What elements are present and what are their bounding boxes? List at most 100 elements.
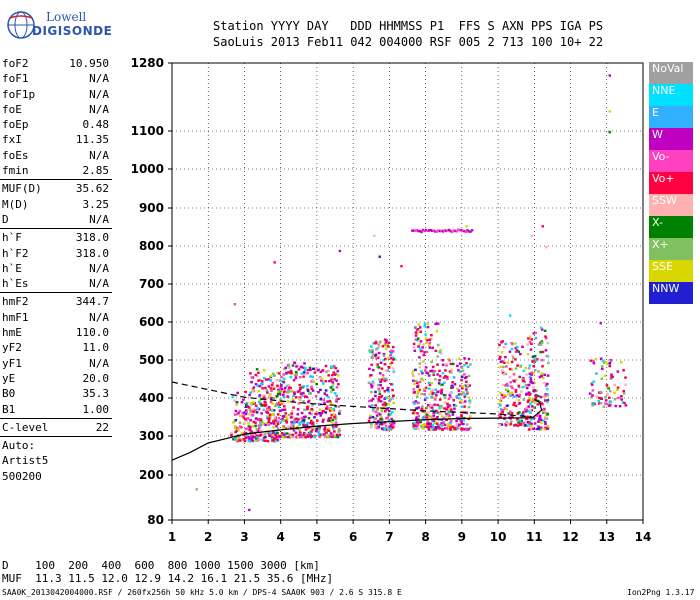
echo-point [427, 381, 431, 385]
echo-point [544, 349, 548, 352]
echo-point [299, 386, 302, 390]
echo-point [416, 337, 420, 340]
echo-point [442, 376, 446, 379]
echo-point [323, 428, 326, 431]
echo-point [463, 400, 467, 403]
echo-point [332, 422, 335, 425]
echo-point [392, 423, 396, 426]
echo-point [376, 426, 379, 430]
echo-point [412, 342, 416, 346]
echo-point [463, 364, 466, 367]
echo-point [440, 422, 443, 425]
echo-point [389, 349, 393, 353]
echo-point [437, 382, 441, 385]
echo-point [546, 425, 550, 428]
echo-point [449, 395, 452, 399]
echo-point [289, 416, 293, 419]
echo-point [506, 388, 509, 391]
echo-point [441, 359, 444, 362]
echo-point [417, 426, 420, 430]
echo-point [450, 368, 454, 371]
echo-point [324, 411, 328, 414]
legend-item: X+ [649, 238, 693, 260]
echo-point [369, 383, 373, 386]
echo-point [616, 388, 619, 391]
echo-point [272, 422, 276, 425]
echo-point [379, 396, 382, 399]
echo-point [500, 423, 504, 426]
echo-point [195, 488, 198, 491]
echo-point [467, 396, 471, 399]
echo-point [614, 404, 618, 408]
echo-point [441, 230, 445, 233]
echo-point [420, 408, 424, 411]
echo-point [310, 426, 314, 429]
echo-point [545, 246, 548, 249]
param-value: N/A [89, 277, 109, 291]
echo-point [258, 385, 262, 388]
echo-point [469, 363, 472, 366]
echo-point [539, 341, 542, 345]
echo-point [515, 378, 518, 382]
echo-point [298, 389, 301, 393]
echo-point [329, 416, 333, 420]
echo-point [498, 399, 502, 403]
echo-point [506, 421, 509, 425]
echo-point [598, 402, 601, 405]
echo-point [425, 425, 429, 428]
echo-point [372, 342, 375, 345]
echo-point [296, 435, 300, 439]
echo-point [242, 411, 246, 415]
echo-point [416, 328, 420, 331]
echo-point [517, 386, 521, 389]
echo-point [539, 418, 543, 421]
echo-point [452, 376, 456, 379]
echo-point [430, 334, 433, 337]
echo-point [415, 416, 418, 419]
echo-point [432, 419, 436, 422]
param-row: foEs N/A [0, 148, 112, 163]
echo-point [336, 435, 340, 439]
echo-point [376, 365, 379, 369]
echo-point [248, 436, 252, 440]
echo-point [255, 428, 259, 431]
echo-point [326, 435, 330, 438]
x-tick-label: 14 [635, 530, 652, 544]
legend-item: W [649, 128, 693, 150]
echo-point [506, 361, 510, 364]
echo-point [416, 332, 419, 335]
echo-point [312, 367, 315, 370]
echo-point [383, 343, 387, 346]
echo-point [617, 396, 620, 400]
echo-point [412, 229, 416, 232]
echo-point [328, 399, 332, 403]
echo-point [427, 411, 430, 414]
echo-point [333, 430, 336, 433]
echo-point [276, 371, 279, 375]
param-value: 10.950 [69, 57, 109, 70]
echo-point [248, 439, 251, 443]
echo-point [380, 418, 383, 421]
echo-point [244, 428, 248, 431]
echo-point [436, 390, 439, 394]
echo-point [302, 375, 305, 378]
echo-point [272, 431, 275, 434]
echo-point [268, 394, 271, 398]
echo-point [426, 229, 429, 232]
echo-point [261, 422, 265, 425]
echo-point [332, 427, 335, 430]
echo-point [525, 421, 528, 424]
x-tick-label: 9 [458, 530, 466, 544]
echo-point [311, 378, 314, 382]
echo-point [441, 383, 444, 386]
echo-point [274, 437, 277, 441]
echo-point [463, 357, 466, 360]
echo-point [268, 413, 272, 416]
echo-point [522, 369, 526, 373]
echo-point [415, 407, 419, 410]
echo-point [522, 398, 526, 401]
echo-point [273, 261, 276, 264]
header-values: SaoLuis 2013 Feb11 042 004000 RSF 005 2 … [213, 35, 604, 49]
echo-point [411, 411, 415, 415]
echo-point [537, 427, 540, 431]
